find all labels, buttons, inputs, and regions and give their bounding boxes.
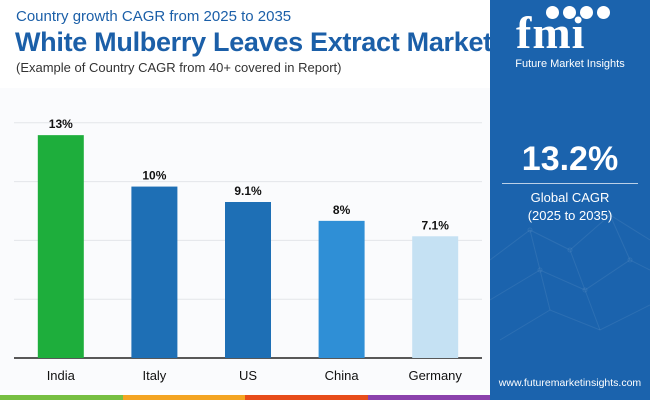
logo-dot-icon <box>580 6 593 19</box>
chart-subtitle: Country growth CAGR from 2025 to 2035 <box>16 8 292 25</box>
x-tick-label-china: China <box>325 368 360 383</box>
bar-germany <box>412 236 459 358</box>
footer-stripe-orange <box>122 395 245 400</box>
divider <box>502 183 638 184</box>
background-pattern <box>490 212 650 341</box>
bar-china <box>318 220 365 358</box>
chart-area: 13% India 10% Italy 9.1% US 8% China 7.1% Germany <box>0 88 490 390</box>
x-tick-label-germany: Germany <box>408 368 462 383</box>
footer-stripe <box>0 395 490 400</box>
data-label-germany: 7.1% <box>422 218 450 232</box>
global-cagr-label: Global CAGR <box>530 190 610 205</box>
sidebar-panel: fmi Future Market Insights 13.2% Global … <box>490 0 650 400</box>
footer-stripe-purple <box>367 395 490 400</box>
global-cagr-value: 13.2% <box>521 140 619 178</box>
footer-stripe-red <box>245 395 368 400</box>
logo-dot-icon <box>563 6 576 19</box>
logo-tagline: Future Market Insights <box>515 58 625 70</box>
bar-chart: 13% India 10% Italy 9.1% US 8% China 7.1% Germany <box>14 117 482 383</box>
global-cagr-period: (2025 to 2035) <box>527 208 613 223</box>
x-tick-label-italy: Italy <box>142 368 166 383</box>
logo-dot-icon <box>546 6 559 19</box>
bar-us <box>225 202 271 358</box>
footer-stripe-green <box>0 395 123 400</box>
data-label-china: 8% <box>333 203 351 217</box>
fmi-logo: fmi Future Market Insights <box>490 0 650 84</box>
x-tick-label-india: India <box>47 368 76 383</box>
website-link[interactable]: www.futuremarketinsights.com <box>498 377 642 389</box>
data-label-italy: 10% <box>142 169 166 183</box>
data-label-us: 9.1% <box>234 184 262 198</box>
data-label-india: 13% <box>49 117 73 131</box>
header: Country growth CAGR from 2025 to 2035 Wh… <box>0 0 492 84</box>
chart-note: (Example of Country CAGR from 40+ covere… <box>16 60 342 75</box>
bar-italy <box>131 186 178 358</box>
logo-dot-icon <box>597 6 610 19</box>
page-title: White Mulberry Leaves Extract Market <box>15 27 492 57</box>
bar-india <box>37 135 84 358</box>
x-tick-label-us: US <box>239 368 257 383</box>
logo-icons <box>546 6 614 24</box>
